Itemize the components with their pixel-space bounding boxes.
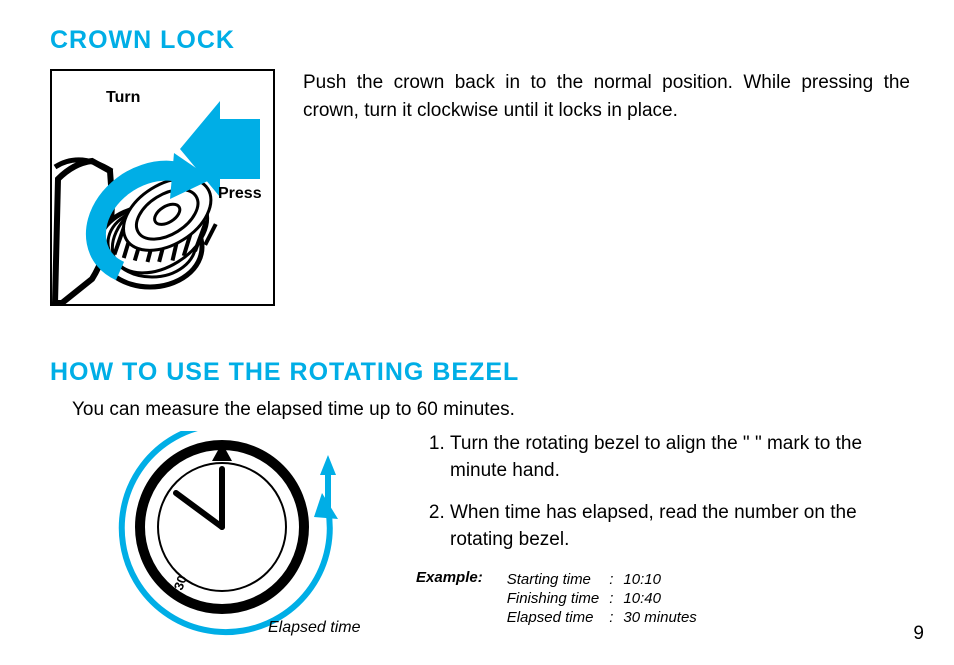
crown-lock-diagram: Turn Press xyxy=(50,69,275,306)
example-row: Finishing time : 10:40 xyxy=(503,590,701,607)
bezel-svg: 30 xyxy=(50,431,380,651)
example-value: 10:40 xyxy=(619,590,700,607)
crown-lock-body: Push the crown back in to the normal pos… xyxy=(303,69,910,306)
example-row: Elapsed time : 30 minutes xyxy=(503,609,701,626)
press-label: Press xyxy=(218,185,262,203)
heading-crown-lock: CROWN LOCK xyxy=(50,26,910,55)
bezel-intro: You can measure the elapsed time up to 6… xyxy=(72,399,910,421)
example-name: Finishing time xyxy=(503,590,604,607)
heading-rotating-bezel: HOW TO USE THE ROTATING BEZEL xyxy=(50,358,910,387)
example-name: Starting time xyxy=(503,571,604,588)
bezel-diagram: 30 Elapsed time xyxy=(50,431,380,651)
example-value: 30 minutes xyxy=(619,609,700,626)
page-number: 9 xyxy=(913,623,924,645)
turn-label: Turn xyxy=(106,89,140,107)
bezel-step-1: Turn the rotating bezel to align the " "… xyxy=(450,431,910,484)
example-row: Starting time : 10:10 xyxy=(503,571,701,588)
example-block: Example: Starting time : 10:10 Finishing… xyxy=(416,569,910,628)
example-table: Starting time : 10:10 Finishing time : 1… xyxy=(501,569,703,628)
elapsed-time-caption: Elapsed time xyxy=(268,619,361,637)
section-rotating-bezel: HOW TO USE THE ROTATING BEZEL You can me… xyxy=(50,358,910,651)
example-value: 10:10 xyxy=(619,571,700,588)
example-label: Example: xyxy=(416,569,483,628)
section-crown-lock: CROWN LOCK xyxy=(50,26,910,306)
bezel-step-2: When time has elapsed, read the number o… xyxy=(450,500,910,553)
example-name: Elapsed time xyxy=(503,609,604,626)
bezel-steps-list: Turn the rotating bezel to align the " "… xyxy=(416,431,910,553)
